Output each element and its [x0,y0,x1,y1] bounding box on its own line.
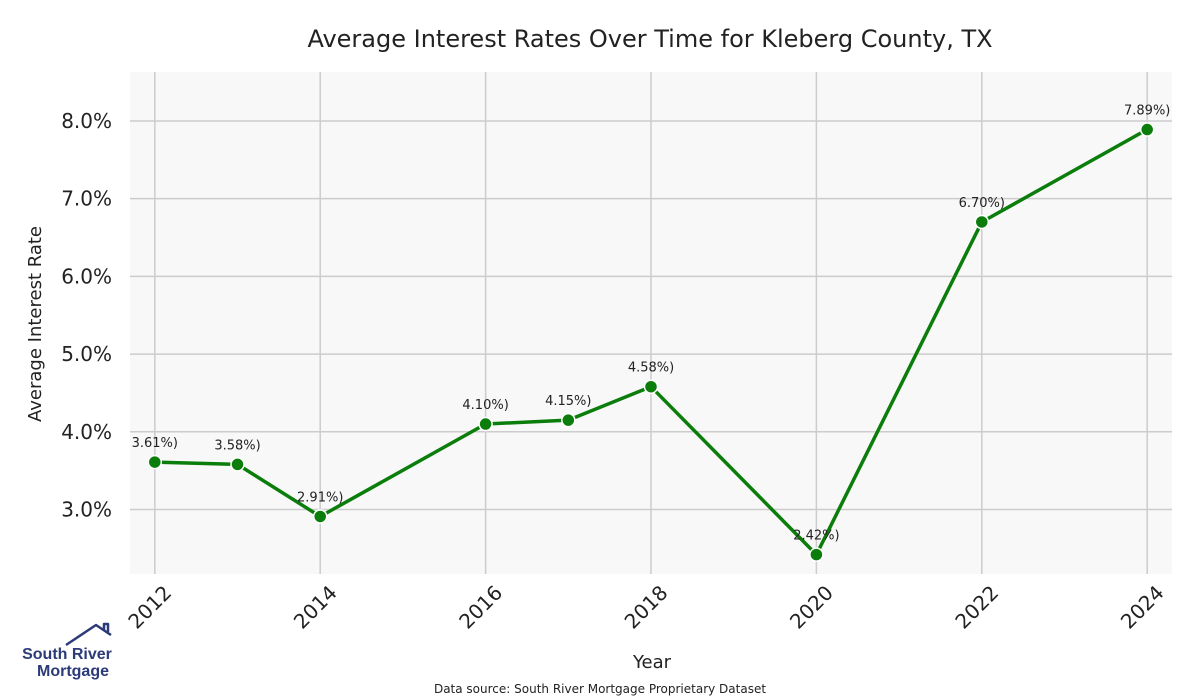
y-axis-label: Average Interest Rate [25,226,46,422]
data-point [809,547,824,562]
logo-text-line1: South River [22,646,112,663]
series-group: 3.61%) 3.58%) 2.91%) 4.10%) 4.15%) 4.58%) 2.42… [132,104,1170,562]
data-point [1139,122,1155,137]
data-label: 4.15%) [545,394,591,409]
y-tick-label: 8.0% [61,109,112,133]
x-axis-label: Year [632,652,672,673]
y-axis-ticks: 3.0% 4.0% 5.0% 6.0% 7.0% 8.0% [61,109,112,522]
x-axis-ticks: 2012 2014 2016 2018 2020 2022 2024 [123,581,1168,634]
data-label: 7.89%) [1124,104,1170,119]
data-label: 3.58%) [214,438,260,453]
data-label: 2.42%) [793,529,839,544]
x-tick-label: 2024 [1116,581,1169,634]
data-point [312,509,328,524]
x-tick-label: 2018 [620,581,673,634]
data-label: 6.70%) [959,196,1005,211]
data-point [974,214,990,230]
grid-lines [130,72,1172,574]
x-tick-label: 2020 [785,581,838,634]
logo-text-line2: Mortgage [37,663,109,680]
x-tick-label: 2016 [454,581,507,634]
data-point [643,379,659,394]
data-point [230,457,245,472]
y-tick-label: 5.0% [61,342,112,366]
data-label: 4.58%) [628,361,674,376]
y-tick-label: 3.0% [61,498,112,522]
data-source-note: Data source: South River Mortgage Propri… [434,682,766,696]
data-point [147,454,163,470]
data-label: 3.61%) [132,436,178,451]
house-roof-icon [65,622,112,647]
y-tick-label: 6.0% [61,264,112,288]
y-tick-label: 4.0% [61,420,112,444]
x-tick-label: 2012 [123,581,176,634]
data-point [561,412,576,428]
data-point [478,416,493,432]
data-label: 2.91%) [297,490,343,505]
data-label: 4.10%) [462,398,508,413]
x-tick-label: 2014 [289,581,342,634]
company-logo: South River Mortgage [22,622,112,680]
x-tick-label: 2022 [950,581,1003,634]
y-tick-label: 7.0% [61,187,112,211]
chart-title: Average Interest Rates Over Time for Kle… [307,25,992,53]
